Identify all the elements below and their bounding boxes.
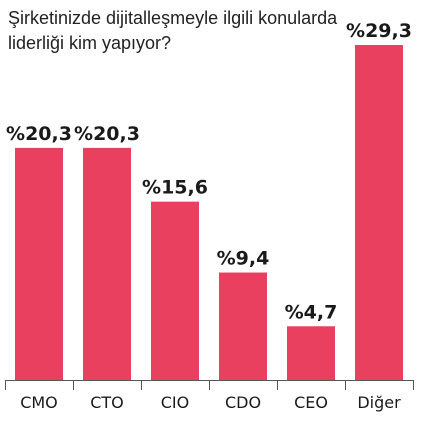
value-label-diğer: %29,3 — [346, 20, 412, 42]
value-label-cio: %15,6 — [142, 177, 208, 199]
value-label-ceo: %4,7 — [285, 301, 338, 323]
category-label-diğer: Diğer — [357, 393, 401, 412]
value-label-cdo: %9,4 — [217, 248, 270, 270]
category-label-ceo: CEO — [294, 393, 328, 412]
category-label-cdo: CDO — [225, 393, 261, 412]
bar-diğer — [355, 45, 403, 380]
category-label-cmo: CMO — [20, 393, 58, 412]
x-axis — [5, 380, 414, 390]
chart-title: Şirketinizde dijitalleşmeyle ilgili konu… — [8, 8, 338, 53]
bar-ceo — [287, 326, 335, 380]
bar-cmo — [15, 147, 63, 380]
value-labels-group: %20,3 %20,3 %15,6 %9,4 %4,7 %29,3 — [6, 20, 412, 323]
category-label-cto: CTO — [90, 393, 124, 412]
bar-cio — [151, 201, 199, 380]
value-label-cto: %20,3 — [74, 123, 140, 145]
bars-group — [15, 45, 403, 380]
bar-cto — [83, 147, 131, 380]
bar-cdo — [219, 272, 267, 380]
value-label-cmo: %20,3 — [6, 123, 72, 145]
category-labels-group: CMO CTO CIO CDO CEO Diğer — [20, 393, 401, 412]
category-label-cio: CIO — [161, 393, 189, 412]
